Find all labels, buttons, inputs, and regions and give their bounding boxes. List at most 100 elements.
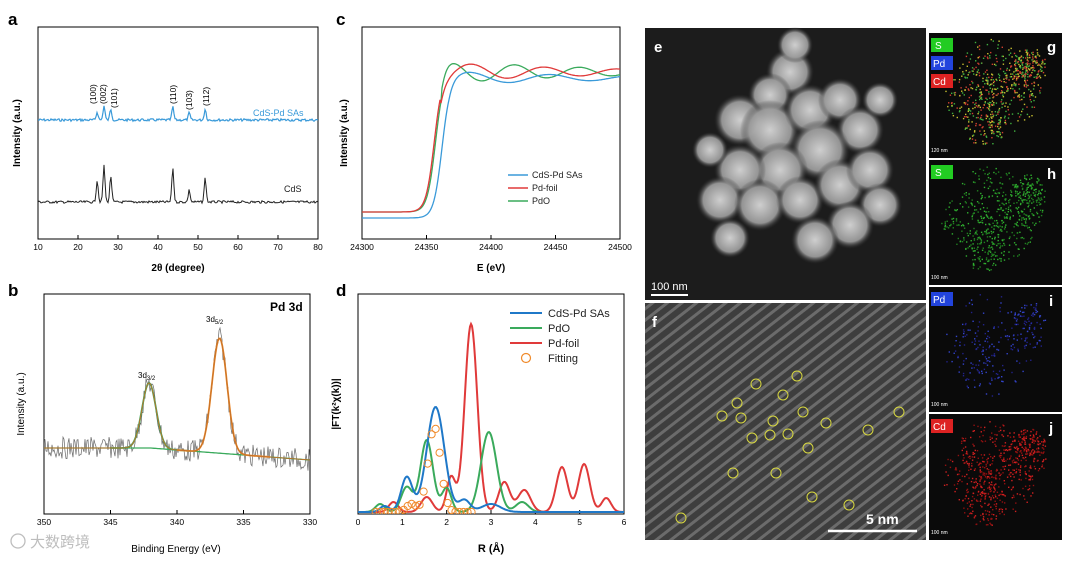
eds-dot: [983, 130, 985, 132]
eds-dot: [1017, 440, 1020, 442]
eds-dot: [976, 201, 979, 203]
eds-dot: [979, 88, 981, 91]
eds-dot: [1043, 459, 1045, 461]
eds-dot: [1020, 95, 1023, 97]
eds-dot: [988, 232, 990, 234]
eds-dot: [986, 98, 988, 101]
eds-dot: [988, 514, 990, 516]
x-tick-label: 10: [33, 242, 43, 252]
eds-dot: [989, 251, 992, 253]
eds-dot: [1038, 221, 1041, 223]
eds-dot: [1024, 437, 1026, 439]
element-label-s: S: [935, 168, 942, 179]
eds-dot: [989, 421, 991, 423]
eds-dot: [983, 73, 985, 75]
eds-dot: [989, 464, 991, 466]
eds-dot: [973, 430, 975, 432]
eds-dot: [1004, 226, 1006, 228]
eds-dot: [982, 346, 984, 348]
eds-dot: [972, 486, 974, 488]
eds-dot: [1003, 242, 1005, 245]
eds-dot: [974, 343, 976, 345]
eds-dot: [1015, 468, 1018, 470]
eds-dot: [985, 114, 988, 116]
eds-dot: [1005, 449, 1008, 451]
eds-dot: [1026, 199, 1028, 202]
legend-label-pd-foil: Pd-foil: [548, 338, 579, 350]
eds-dot: [980, 476, 982, 478]
eds-dot: [968, 71, 970, 74]
eds-dot: [956, 483, 959, 485]
eds-dot: [1004, 105, 1006, 107]
eds-dot: [949, 225, 951, 227]
eds-dot: [984, 71, 987, 73]
panel-e: e 100 nm: [645, 27, 926, 300]
eds-dot: [1029, 69, 1031, 71]
eds-dot: [993, 84, 995, 87]
eds-dot: [944, 226, 946, 228]
eds-dot: [983, 241, 986, 244]
eds-dot: [963, 183, 966, 186]
eds-dot: [1022, 487, 1024, 490]
eds-dot: [961, 241, 964, 243]
eds-dot: [971, 70, 973, 72]
eds-dot: [1004, 329, 1006, 331]
eds-dot: [963, 440, 965, 442]
eds-dot: [1013, 52, 1016, 55]
eds-dot: [1002, 221, 1005, 223]
eds-dot: [988, 469, 990, 471]
eds-dot: [1023, 96, 1025, 98]
eds-dot: [1023, 208, 1026, 210]
scale-label-h: 100 nm: [931, 275, 948, 281]
panel-label-h: h: [1047, 166, 1056, 183]
eds-dot: [992, 441, 994, 443]
eds-dot: [966, 385, 968, 387]
eds-dot: [1028, 326, 1031, 329]
eds-dot: [984, 101, 986, 103]
eds-dot: [1024, 439, 1026, 442]
eds-dot: [1018, 362, 1021, 364]
eds-dot: [1001, 511, 1003, 513]
eds-dot: [1032, 199, 1034, 201]
eds-dot: [1008, 54, 1010, 56]
eds-dot: [977, 46, 979, 48]
eds-dot: [1026, 451, 1028, 453]
eds-dot: [979, 462, 981, 464]
eds-dot: [1019, 469, 1021, 471]
eds-dot: [985, 492, 987, 495]
eds-dot: [973, 517, 976, 519]
eds-dot: [988, 471, 990, 473]
eds-dot: [959, 240, 962, 242]
eds-dot: [1017, 192, 1019, 195]
eds-dot: [998, 449, 1001, 451]
eds-dot: [988, 503, 990, 505]
eds-dot: [967, 234, 969, 237]
eds-dot: [1012, 486, 1014, 488]
eds-dot: [1003, 369, 1005, 371]
eds-dot: [979, 243, 981, 245]
element-label-pd: Pd: [933, 295, 945, 306]
eds-dot: [953, 484, 956, 486]
eds-dot: [968, 245, 971, 248]
eds-dot: [997, 258, 999, 261]
eds-dot: [975, 124, 977, 127]
eds-dot: [955, 340, 957, 342]
eds-dot: [995, 88, 997, 91]
eds-dot: [1010, 455, 1012, 457]
eds-dot: [979, 256, 981, 258]
eds-dot: [978, 372, 981, 374]
eds-dot: [992, 40, 994, 42]
eds-dot: [1018, 196, 1020, 198]
eds-dot: [1029, 446, 1031, 448]
eds-dot: [1025, 214, 1027, 216]
eds-dot: [1037, 443, 1040, 446]
eds-dot: [1024, 471, 1026, 473]
eds-dot: [1003, 244, 1006, 246]
eds-dot: [1034, 346, 1036, 348]
eds-dot: [993, 228, 995, 230]
eds-dot: [1006, 476, 1009, 478]
eds-dot: [981, 350, 983, 353]
eds-dot: [985, 473, 988, 475]
eds-dot: [976, 500, 978, 502]
eds-dot: [1021, 311, 1024, 314]
